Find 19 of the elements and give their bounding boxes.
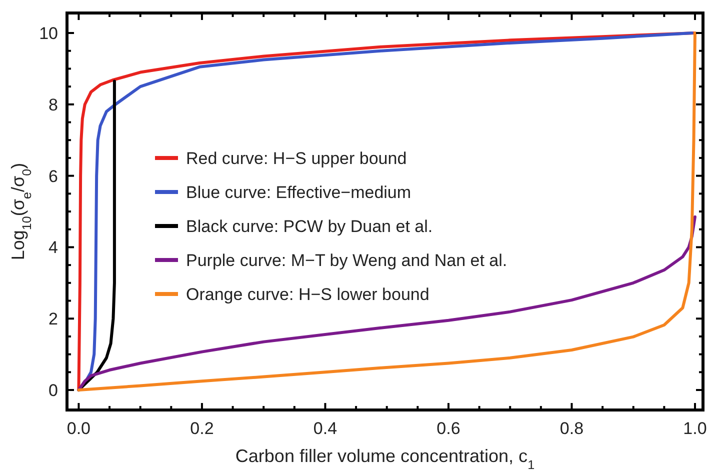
x-tick-label: 0.4 [313, 419, 338, 438]
x-tick-label: 0.6 [436, 419, 460, 438]
y-tick-label: 8 [48, 95, 58, 114]
y-tick-label: 6 [48, 166, 58, 186]
legend-label: Orange curve: H−S lower bound [186, 285, 430, 304]
x-tick-label: 0.2 [190, 419, 214, 438]
y-tick-label: 0 [48, 381, 58, 400]
x-axis-title: Carbon filler volume concentration, c$_{1}$ [235, 446, 535, 470]
y-tick-label: 2 [48, 310, 58, 329]
legend-label: Red curve: H−S upper bound [186, 149, 407, 168]
y-tick-label: 4 [48, 238, 58, 258]
legend-label: Blue curve: Effective−medium [186, 183, 412, 202]
y-tick-label: 10 [39, 24, 58, 43]
line-series [77, 215, 696, 392]
legend-label: Black curve: PCW by Duan et al. [186, 217, 433, 236]
x-tick-label: 0.8 [560, 419, 584, 438]
legend-label: Purple curve: M−T by Weng and Nan et al. [186, 251, 508, 270]
x-tick-label: 1.0 [683, 419, 707, 438]
x-tick-label: 0.0 [66, 419, 91, 438]
